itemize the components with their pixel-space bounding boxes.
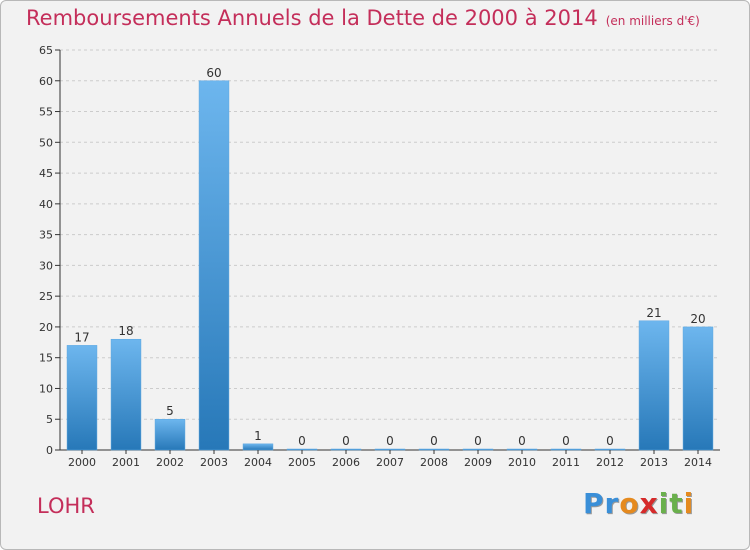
bar (638, 320, 670, 451)
x-tick-label: 2003 (200, 456, 228, 469)
bar (198, 80, 230, 451)
y-tick-label: 0 (46, 444, 53, 457)
logo-letter: x (639, 487, 659, 520)
proxiti-logo: Proxiti (583, 487, 694, 520)
bar-value-label: 0 (386, 434, 394, 448)
y-tick-label: 55 (39, 106, 53, 119)
y-tick-label: 50 (39, 136, 53, 149)
bar-value-label: 21 (646, 306, 661, 320)
bar-value-label: 1 (254, 429, 262, 443)
logo-letter: t (669, 487, 684, 520)
bar-value-label: 0 (606, 434, 614, 448)
x-tick-label: 2005 (288, 456, 316, 469)
x-tick-label: 2014 (684, 456, 712, 469)
x-tick-label: 2012 (596, 456, 624, 469)
y-tick-label: 40 (39, 198, 53, 211)
bar-value-label: 17 (74, 330, 89, 344)
bar (242, 443, 274, 451)
y-tick-label: 25 (39, 290, 53, 303)
y-tick-label: 35 (39, 229, 53, 242)
y-tick-label: 15 (39, 352, 53, 365)
bar-value-label: 20 (690, 312, 705, 326)
chart-subtitle: (en milliers d'€) (605, 14, 700, 28)
x-tick-label: 2006 (332, 456, 360, 469)
logo-letter: o (619, 487, 640, 520)
y-tick-label: 30 (39, 259, 53, 272)
x-tick-label: 2010 (508, 456, 536, 469)
bar (66, 345, 98, 451)
y-tick-label: 20 (39, 321, 53, 334)
bar-value-label: 18 (118, 324, 133, 338)
x-tick-label: 2002 (156, 456, 184, 469)
x-tick-label: 2013 (640, 456, 668, 469)
bar (154, 418, 186, 451)
x-tick-label: 2000 (68, 456, 96, 469)
bar (506, 448, 538, 451)
x-tick-label: 2011 (552, 456, 580, 469)
bar (374, 448, 406, 451)
y-tick-label: 60 (39, 75, 53, 88)
y-tick-label: 10 (39, 382, 53, 395)
bar (550, 448, 582, 451)
bar-value-label: 0 (430, 434, 438, 448)
logo-letter: r (604, 487, 620, 520)
bar (110, 338, 142, 451)
chart-title: Remboursements Annuels de la Dette de 20… (26, 6, 700, 30)
x-tick-label: 2009 (464, 456, 492, 469)
logo-letter: i (658, 487, 670, 520)
y-tick-label: 45 (39, 167, 53, 180)
logo-letter: P (583, 487, 605, 520)
bar (330, 448, 362, 451)
y-tick-label: 65 (39, 44, 53, 57)
x-tick-label: 2008 (420, 456, 448, 469)
chart-title-text: Remboursements Annuels de la Dette de 20… (26, 6, 598, 30)
bar (682, 326, 714, 451)
bar-value-label: 0 (562, 434, 570, 448)
bar-value-label: 0 (298, 434, 306, 448)
bar-value-label: 0 (342, 434, 350, 448)
x-tick-label: 2004 (244, 456, 272, 469)
bar (594, 448, 626, 451)
bar-value-label: 60 (206, 66, 221, 80)
bar (286, 448, 318, 451)
x-tick-label: 2001 (112, 456, 140, 469)
bar (462, 448, 494, 451)
bar (418, 448, 450, 451)
bar-value-label: 0 (518, 434, 526, 448)
bar-value-label: 5 (166, 404, 174, 418)
commune-name: LOHR (37, 494, 95, 518)
logo-letter: i (683, 487, 695, 520)
bar-value-label: 0 (474, 434, 482, 448)
x-tick-label: 2007 (376, 456, 404, 469)
y-tick-label: 5 (46, 413, 53, 426)
